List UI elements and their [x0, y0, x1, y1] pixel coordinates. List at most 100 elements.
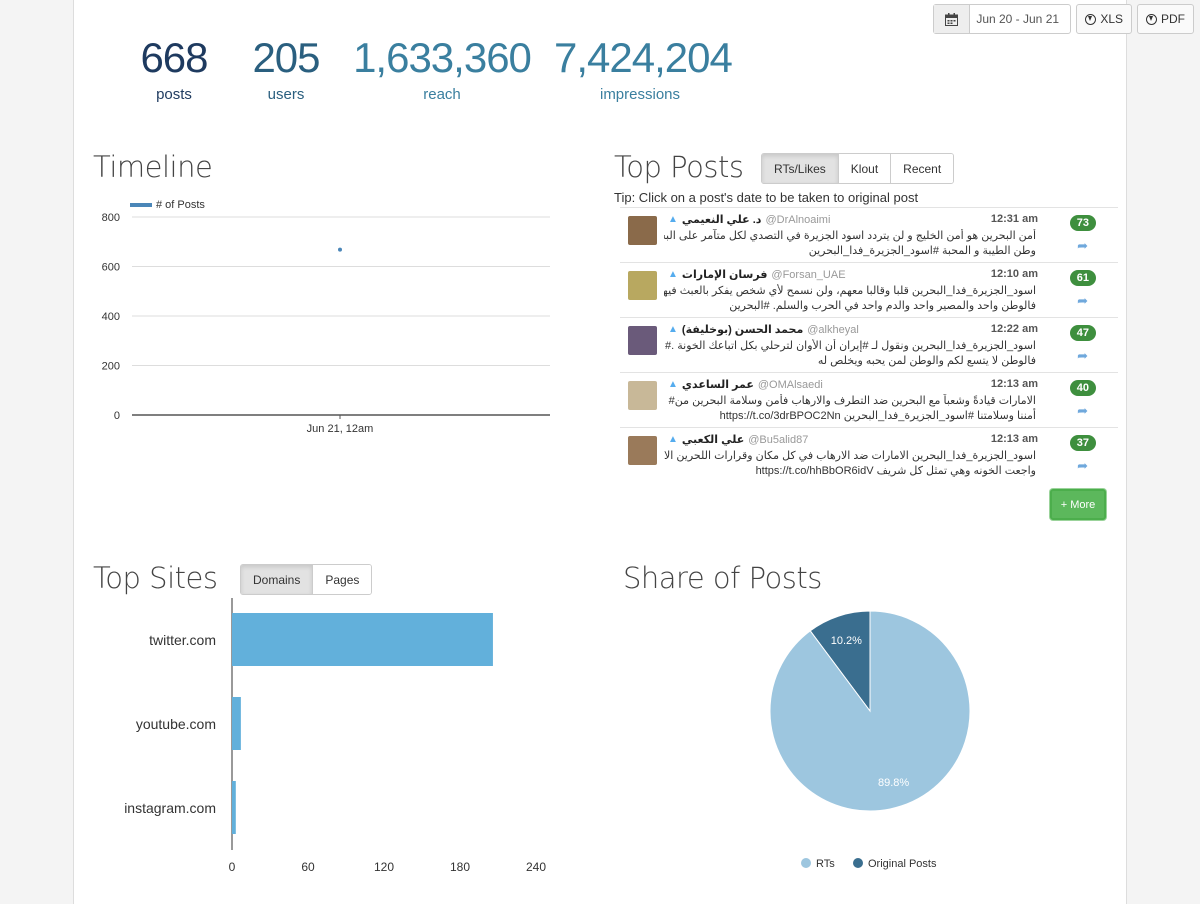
tab-recent[interactable]: Recent [891, 154, 954, 183]
post-header: ▲ علي الكعبي @Bu5alid87 [668, 433, 1036, 447]
avatar[interactable] [628, 436, 657, 465]
y-tick-label: 600 [102, 262, 120, 274]
retweet-count-badge: 40 [1069, 380, 1096, 396]
category-label: youtube.com [136, 716, 216, 732]
share-icon[interactable]: ➦ [1077, 238, 1088, 253]
top-posts-tip: Tip: Click on a post's date to be taken … [614, 190, 919, 205]
post-header: ▲ د. علي النعيمي @DrAlnoaimi [668, 213, 1036, 227]
author-name[interactable]: فرسان الإمارات [681, 269, 768, 281]
post-time[interactable]: 12:13 am [990, 378, 1038, 390]
tab-klout[interactable]: Klout [838, 154, 892, 183]
post-item[interactable]: ▲ فرسان الإمارات @Forsan_UAE 12:10 am اسود_ا… [620, 262, 1118, 317]
export-xls-button[interactable]: XLS [1076, 4, 1132, 34]
date-range-picker[interactable]: Jun 20 - Jun 21 [933, 4, 1072, 34]
slice-label: 89.8% [878, 777, 909, 789]
y-tick-label: 200 [102, 361, 120, 373]
top-posts-tabs: RTs/Likes Klout Recent [761, 153, 955, 184]
x-tick-label: 180 [450, 860, 470, 874]
legend-label: Original Posts [868, 858, 937, 870]
date-range-input[interactable]: Jun 20 - Jun 21 [976, 12, 1060, 26]
top-sites-svg: twitter.com youtube.com instagram.com 0 60 12… [124, 598, 546, 874]
category-label: twitter.com [149, 632, 216, 648]
x-tick-label: 60 [301, 860, 315, 874]
stat-value: 7,424,204 [554, 34, 733, 81]
legend-label: RTs [816, 858, 835, 870]
stat-reach: 1,633,360 reach [352, 34, 532, 103]
share-icon[interactable]: ➦ [1077, 348, 1088, 363]
twitter-bird-icon: ▲ [668, 214, 678, 225]
retweet-count-badge: 73 [1069, 215, 1096, 231]
post-header: ▲ محمد الحسن (بوخليفة) @alkheyal [668, 323, 1036, 337]
author-name[interactable]: د. علي النعيمي [681, 214, 762, 226]
share-icon[interactable]: ➦ [1077, 293, 1088, 308]
tab-rts-likes[interactable]: RTs/Likes [762, 154, 839, 183]
avatar[interactable] [628, 326, 657, 355]
author-handle[interactable]: @OMAlsaedi [757, 378, 823, 391]
post-text-line: أمننا وسلامتنا #اسود_الجزيرة_فدا_البحرين… [719, 410, 1036, 422]
slice-label: 10.2% [831, 635, 862, 647]
avatar[interactable] [628, 216, 657, 245]
share-icon[interactable]: ➦ [1077, 458, 1088, 473]
post-text: اسود_الجزيرة_فدا_البحرين قلبا وقالبا معه… [664, 284, 1036, 314]
post-time[interactable]: 12:31 am [990, 213, 1038, 225]
author-name[interactable]: محمد الحسن (بوخليفة) [681, 324, 804, 336]
post-time[interactable]: 12:22 am [990, 323, 1038, 335]
top-posts-list: ▲ د. علي النعيمي @DrAlnoaimi 12:31 am أمن ال… [620, 207, 1118, 482]
post-text-line: اسود_الجزيرة_فدا_البحرين قلبا وقالبا معه… [664, 285, 1036, 297]
post-time[interactable]: 12:13 am [990, 433, 1038, 445]
author-name[interactable]: عمر الساعدي [681, 379, 754, 391]
avatar[interactable] [628, 271, 657, 300]
calendar-icon[interactable] [934, 5, 971, 33]
author-handle[interactable]: @Forsan_UAE [771, 268, 846, 281]
legend-swatch [801, 858, 811, 868]
download-icon [1146, 13, 1157, 25]
share-icon[interactable]: ➦ [1077, 403, 1088, 418]
post-text-line: فالوطن واحد والمصير واحد والدم واحد في ا… [729, 300, 1036, 312]
timeline-title: Timeline [93, 150, 213, 184]
stat-value: 1,633,360 [353, 34, 532, 81]
post-time[interactable]: 12:10 am [990, 268, 1038, 280]
post-text-line: الامارات قيادةً وشعباً مع البحرين ضد الت… [668, 395, 1036, 407]
author-handle[interactable]: @DrAlnoaimi [765, 213, 831, 226]
post-text: الامارات قيادةً وشعباً مع البحرين ضد الت… [664, 394, 1036, 424]
twitter-bird-icon: ▲ [668, 269, 678, 280]
top-posts-title: Top Posts [614, 150, 744, 184]
stat-label: posts [156, 86, 192, 103]
more-posts-button[interactable]: + More [1050, 489, 1106, 520]
x-tick-label: Jun 21, 12am [307, 423, 374, 435]
retweet-count-badge: 61 [1069, 270, 1096, 286]
x-tick-label: 240 [526, 860, 546, 874]
author-name[interactable]: علي الكعبي [681, 434, 745, 446]
post-item[interactable]: ▲ د. علي النعيمي @DrAlnoaimi 12:31 am أمن ال… [620, 207, 1118, 262]
bar [232, 781, 236, 834]
post-item[interactable]: ▲ علي الكعبي @Bu5alid87 12:13 am اسود_الجزير… [620, 427, 1118, 482]
top-sites-title: Top Sites [93, 561, 218, 595]
tab-pages[interactable]: Pages [313, 565, 372, 594]
author-handle[interactable]: @Bu5alid87 [748, 433, 809, 446]
y-tick-label: 800 [102, 212, 120, 224]
post-text-line: واجعت الخونه وهي تمثل كل شريف https://t.… [755, 465, 1036, 477]
timeline-chart: # of Posts 0 200 400 600 800 Jun 21, 12am [90, 192, 560, 442]
post-text-line: اسود_الجزيرة_فدا_البحرين الامارات ضد الا… [664, 450, 1036, 462]
stat-value: 668 [140, 34, 208, 81]
post-text-line: وطن الطيبة و المحبة #اسود_الجزيرة_فدا_ال… [808, 245, 1036, 257]
export-pdf-button[interactable]: PDF [1137, 4, 1194, 34]
post-item[interactable]: ▲ محمد الحسن (بوخليفة) @alkheyal 12:22 am اس… [620, 317, 1118, 372]
pdf-label: PDF [1161, 12, 1185, 26]
twitter-bird-icon: ▲ [668, 379, 678, 390]
x-tick-label: 0 [229, 860, 236, 874]
legend-swatch [130, 203, 152, 207]
stat-posts: 668 posts [122, 34, 226, 103]
category-label: instagram.com [124, 800, 216, 816]
author-handle[interactable]: @alkheyal [807, 323, 859, 336]
avatar[interactable] [628, 381, 657, 410]
legend-label: # of Posts [156, 199, 205, 211]
share-svg: 10.2% 89.8% RTs Original Posts [769, 610, 971, 870]
post-text: اسود_الجزيرة_فدا_البحرين الامارات ضد الا… [664, 449, 1036, 479]
top-sites-chart: twitter.com youtube.com instagram.com 0 60 12… [90, 595, 570, 885]
post-item[interactable]: ▲ عمر الساعدي @OMAlsaedi 12:13 am الامارات ق… [620, 372, 1118, 427]
top-sites-tabs: Domains Pages [240, 564, 373, 595]
post-header: ▲ عمر الساعدي @OMAlsaedi [668, 378, 1036, 392]
bar [232, 613, 493, 666]
tab-domains[interactable]: Domains [241, 565, 314, 594]
